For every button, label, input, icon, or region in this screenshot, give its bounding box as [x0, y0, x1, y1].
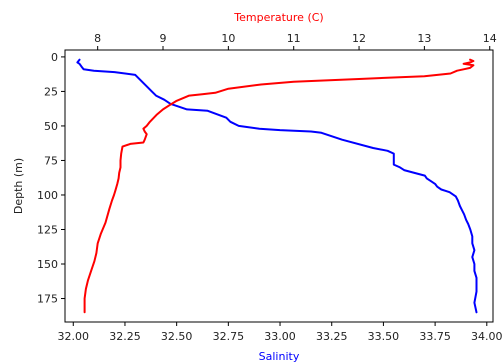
salinity-axis-label: Salinity	[259, 350, 300, 363]
salinity-tick-label: 33.25	[316, 330, 348, 343]
salinity-tick-label: 32.00	[58, 330, 90, 343]
salinity-tick-label: 32.25	[109, 330, 141, 343]
salinity-tick-label: 34.00	[471, 330, 503, 343]
temperature-series-line	[83, 58, 475, 314]
temperature-tick-label: 14	[483, 32, 497, 45]
y-tick-label: 0	[51, 51, 58, 64]
salinity-tick-label: 32.75	[213, 330, 245, 343]
temperature-axis-label: Temperature (C)	[233, 11, 323, 24]
y-tick-label: 175	[37, 293, 58, 306]
salinity-tick-label: 33.00	[264, 330, 296, 343]
temperature-tick-label: 10	[221, 32, 235, 45]
y-tick-label: 50	[44, 120, 58, 133]
y-tick-label: 125	[37, 223, 58, 236]
salinity-series-line	[76, 58, 478, 314]
y-tick-label: 150	[37, 258, 58, 271]
temperature-tick-label: 9	[160, 32, 167, 45]
temperature-axis-ticks: 8 9 10 11 12 13 14	[94, 32, 497, 50]
y-tick-label: 25	[44, 85, 58, 98]
plot-frame	[64, 49, 494, 323]
salinity-tick-label: 33.50	[368, 330, 400, 343]
y-tick-label: 75	[44, 154, 58, 167]
salinity-tick-label: 32.50	[161, 330, 193, 343]
y-axis-label: Depth (m)	[12, 158, 25, 214]
temperature-tick-label: 13	[417, 32, 431, 45]
temperature-tick-label: 11	[287, 32, 301, 45]
salinity-axis-ticks: 32.00 32.25 32.50 32.75 33.00 33.25 33.50 33.75…	[58, 322, 503, 343]
temperature-tick-label: 12	[352, 32, 366, 45]
y-tick-label: 100	[37, 189, 58, 202]
salinity-tick-label: 33.75	[419, 330, 451, 343]
series-layer	[76, 58, 478, 314]
temperature-tick-label: 8	[94, 32, 101, 45]
y-axis-ticks: 0 25 50 75 100 125 150 175	[37, 51, 65, 306]
